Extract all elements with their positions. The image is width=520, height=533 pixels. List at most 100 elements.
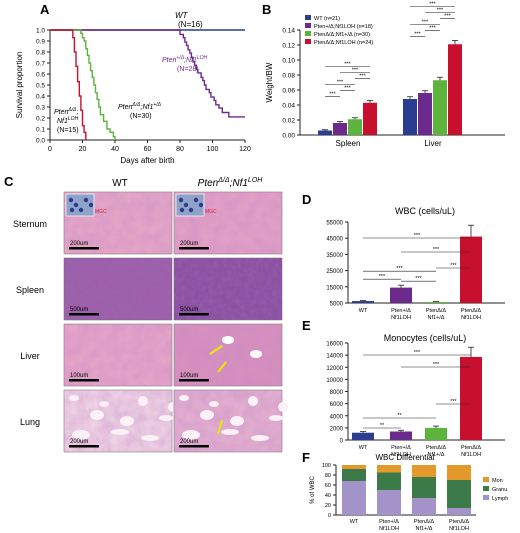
a-x-tick-label: 100 <box>207 146 219 153</box>
f-y-axis-label: % of WBC <box>310 475 316 503</box>
panel-label-a: A <box>40 2 50 17</box>
panel-label-d: D <box>302 192 311 207</box>
e-y-tick-label: 2000 <box>330 426 344 432</box>
c-inset-label: MGC <box>95 209 107 215</box>
d-sig-label: *** <box>379 274 386 280</box>
c-scale-label: 200um <box>180 439 198 445</box>
a-y-tick-label: 0.6 <box>36 72 45 79</box>
c-scale-bar <box>179 445 209 448</box>
d-y-tick-label: 55000 <box>326 221 343 227</box>
f-y-tick-label: 20 <box>325 503 331 509</box>
c-scale-label: 100um <box>70 373 88 379</box>
category-label: Nf1+/Δ <box>416 526 433 532</box>
f-stack-segment <box>342 481 366 515</box>
c-cell <box>188 207 194 213</box>
b-sig-label: *** <box>437 8 444 14</box>
category-label: Nf1+/Δ <box>428 452 445 458</box>
c-row-label: Lung <box>20 417 40 427</box>
c-cell <box>198 202 204 208</box>
c-scale-bar <box>179 247 209 250</box>
category-label: PtenΔ/Δ <box>426 308 447 314</box>
c-row-label: Sternum <box>13 219 47 229</box>
f-y-tick-label: 40 <box>325 493 331 499</box>
e-y-tick-label: 4000 <box>330 414 344 420</box>
f-legend-swatch <box>483 495 489 500</box>
b-sig-label: *** <box>337 80 344 86</box>
c-alveolus <box>99 401 109 407</box>
d-sig-label: *** <box>396 266 403 272</box>
d-y-tick-label: 25000 <box>326 269 343 275</box>
a-y-tick-label: 0.8 <box>36 50 45 57</box>
b-bar <box>433 80 447 135</box>
a-y-tick-label: 0.2 <box>36 116 45 123</box>
b-y-tick-label: 0.10 <box>282 58 295 65</box>
f-y-tick-label: 100 <box>322 463 331 469</box>
f-stack-segment <box>412 477 436 498</box>
c-scale-label: 100um <box>180 373 198 379</box>
c-vessel <box>250 350 262 358</box>
c-histology-texture <box>174 390 282 452</box>
label-red-b: Nf1LOH <box>57 116 79 125</box>
f-stack-segment <box>447 465 471 480</box>
col-header-mutant: PtenΔ/Δ;Nf1LOH <box>198 177 264 189</box>
c-alveolus <box>90 410 104 420</box>
c-alveolus <box>278 402 288 412</box>
e-bar <box>460 356 482 440</box>
a-y-tick-label: 0.9 <box>36 39 45 46</box>
c-scale-bar <box>69 313 99 316</box>
c-alveolus <box>248 396 258 406</box>
b-y-tick-label: 0.12 <box>282 43 295 50</box>
category-label: Nf1LOH <box>379 526 399 532</box>
f-stack-segment <box>412 465 436 477</box>
label-red-n: (N=15) <box>57 127 79 134</box>
f-stack-segment <box>447 480 471 508</box>
c-alveolus <box>230 416 244 426</box>
b-legend-label: WT (n=21) <box>314 16 340 22</box>
c-cell <box>83 197 89 203</box>
category-label: PtenΔ/Δ <box>414 519 435 525</box>
c-alveolus <box>138 396 148 406</box>
e-sig-label: *** <box>414 350 421 356</box>
c-cell <box>179 207 185 213</box>
b-sig-label: *** <box>414 32 421 38</box>
c-alveolus <box>251 435 269 441</box>
e-sig-label: *** <box>433 362 440 368</box>
b-legend-swatch <box>305 39 311 44</box>
c-cell <box>69 207 75 213</box>
a-y-tick-label: 0.3 <box>36 105 45 112</box>
b-category-label: Spleen <box>336 139 361 148</box>
c-histology-texture <box>64 390 172 452</box>
category-label: Nf1LOH <box>461 315 481 321</box>
c-scale-bar <box>69 247 99 250</box>
c-scale-label: 200um <box>70 241 88 247</box>
b-legend-swatch <box>305 23 311 28</box>
b-y-tick-label: 0.08 <box>282 73 295 80</box>
e-title: Monocytes (cells/uL) <box>384 333 467 343</box>
a-series-line-3 <box>50 29 87 140</box>
d-y-tick-label: 45000 <box>326 237 343 243</box>
b-legend-label: PtenΔ/Δ;Nf1+/Δ (n=30) <box>314 32 370 38</box>
e-y-tick-label: 14000 <box>326 354 343 360</box>
c-histology-texture <box>174 324 282 386</box>
c-histology-texture <box>64 324 172 386</box>
category-label: Nf1LOH <box>461 452 481 458</box>
b-bar <box>403 99 417 135</box>
b-sig-label: *** <box>429 2 436 8</box>
label-het-n: (N=28) <box>177 66 199 73</box>
panel-c-histology: WT PtenΔ/Δ;Nf1LOH Sternum MGC 200um MGC 200u… <box>13 177 288 453</box>
category-label: Nf1LOH <box>391 315 411 321</box>
e-y-tick-label: 12000 <box>326 366 343 372</box>
panel-label-e: E <box>302 318 311 333</box>
category-label: PtenΔ/Δ <box>426 445 447 451</box>
c-cell <box>193 197 199 203</box>
c-scale-label: 500um <box>180 307 198 313</box>
category-label: PtenΔ/Δ <box>449 519 470 525</box>
panel-d-wbc-chart: WBC (cells/uL) 5000 15000 25000 35000 45000 55… <box>326 206 505 321</box>
b-y-axis-label: Weight/BW <box>265 62 274 102</box>
category-label: Nf1+/Δ <box>428 315 445 321</box>
b-category-label: Liver <box>424 139 442 148</box>
b-legend-swatch <box>305 15 311 20</box>
category-label: Pten+/Δ <box>391 445 411 451</box>
a-x-tick-label: 0 <box>48 146 52 153</box>
